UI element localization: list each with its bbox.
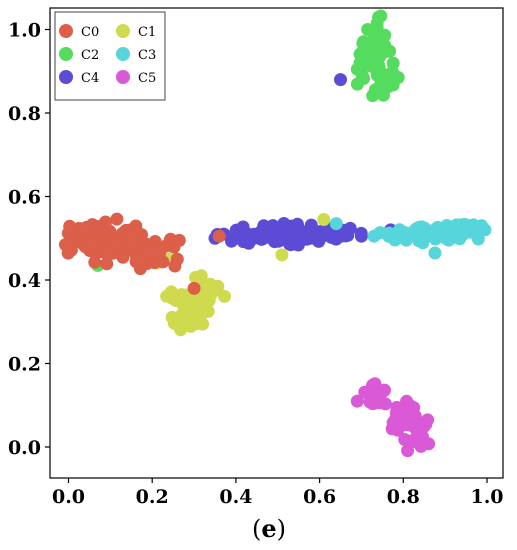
data-points bbox=[59, 9, 492, 458]
point-c4 bbox=[275, 225, 288, 239]
point-c2 bbox=[369, 62, 383, 76]
legend-marker-c1 bbox=[116, 24, 130, 38]
point-c0 bbox=[101, 223, 115, 237]
point-c3 bbox=[415, 220, 429, 234]
point-c1 bbox=[170, 292, 184, 306]
legend-label-c3: C3 bbox=[138, 48, 156, 63]
point-c1 bbox=[160, 289, 174, 303]
y-tick-label: 0.2 bbox=[8, 354, 41, 376]
point-c0 bbox=[116, 250, 130, 264]
plot-frame bbox=[49, 7, 504, 479]
point-c3 bbox=[403, 228, 417, 242]
point-c2 bbox=[357, 72, 371, 85]
point-c3 bbox=[441, 227, 455, 241]
figure-caption: (e) bbox=[252, 514, 286, 543]
x-tick-label: 1.0 bbox=[470, 486, 503, 508]
tick-labels: 0.0 0.2 0.4 0.6 0.8 1.0 0.0 0.2 0.4 0.6 0.8 1.0 bbox=[8, 20, 504, 509]
x-tick-label: 0.2 bbox=[136, 486, 169, 508]
point-c2 bbox=[380, 79, 394, 93]
legend-label-c2: C2 bbox=[81, 48, 99, 63]
point-c1 bbox=[167, 316, 181, 330]
point-c0 bbox=[148, 256, 161, 269]
point-c4 bbox=[334, 73, 347, 87]
point-c0 bbox=[187, 281, 201, 295]
caption-letter: e bbox=[261, 514, 276, 543]
y-tick-label: 1.0 bbox=[8, 20, 41, 42]
point-c3 bbox=[367, 229, 381, 243]
x-tick-label: 0.0 bbox=[52, 486, 85, 508]
x-tick-label: 0.6 bbox=[303, 486, 336, 508]
point-c5 bbox=[371, 388, 385, 402]
point-c0 bbox=[158, 239, 172, 253]
point-c1 bbox=[218, 289, 231, 303]
point-c0 bbox=[81, 223, 95, 237]
point-c2 bbox=[361, 23, 375, 36]
legend-label-c1: C1 bbox=[138, 25, 156, 40]
point-c3 bbox=[389, 229, 403, 243]
point-c5 bbox=[350, 394, 364, 408]
point-c1 bbox=[196, 306, 210, 320]
point-c2 bbox=[370, 27, 384, 41]
point-c4 bbox=[225, 234, 238, 248]
point-c3 bbox=[428, 246, 442, 260]
point-c0 bbox=[170, 252, 184, 266]
caption-open-paren: ( bbox=[252, 515, 261, 543]
point-c4 bbox=[261, 224, 275, 237]
point-c5 bbox=[388, 414, 401, 428]
y-tick-label: 0.0 bbox=[8, 437, 41, 459]
point-c3 bbox=[450, 218, 464, 232]
point-c1 bbox=[194, 269, 208, 283]
legend-marker-c2 bbox=[59, 47, 73, 61]
point-c2 bbox=[386, 56, 400, 70]
point-c2 bbox=[361, 46, 375, 59]
x-tick-label: 0.4 bbox=[219, 486, 252, 508]
point-c0 bbox=[88, 255, 102, 269]
point-c1 bbox=[206, 283, 220, 297]
legend-marker-c3 bbox=[116, 47, 130, 61]
point-c5 bbox=[405, 413, 419, 427]
point-c1 bbox=[317, 213, 331, 226]
legend-label-c0: C0 bbox=[81, 25, 99, 40]
legend-label-c4: C4 bbox=[81, 71, 99, 86]
point-c0 bbox=[110, 212, 124, 226]
point-c3 bbox=[478, 223, 492, 237]
point-c4 bbox=[249, 230, 263, 244]
point-c4 bbox=[307, 228, 321, 242]
point-c2 bbox=[368, 83, 382, 97]
legend-marker-c5 bbox=[116, 70, 130, 84]
axes bbox=[45, 7, 504, 483]
point-c2 bbox=[383, 44, 397, 58]
point-c3 bbox=[429, 224, 443, 238]
point-c4 bbox=[354, 229, 368, 243]
point-c1 bbox=[275, 248, 289, 262]
point-c0 bbox=[212, 229, 226, 243]
legend-marker-c4 bbox=[59, 70, 73, 84]
point-c2 bbox=[372, 10, 386, 24]
point-c0 bbox=[59, 238, 72, 252]
point-c0 bbox=[135, 252, 149, 266]
legend-box bbox=[54, 11, 166, 101]
caption-close-paren: ) bbox=[277, 515, 286, 543]
legend-marker-c0 bbox=[59, 24, 73, 38]
point-c5 bbox=[422, 437, 436, 451]
point-c1 bbox=[196, 317, 210, 331]
point-c4 bbox=[236, 220, 250, 234]
x-tick-label: 0.8 bbox=[387, 486, 420, 508]
point-c0 bbox=[104, 239, 118, 253]
point-c5 bbox=[417, 419, 431, 433]
y-tick-label: 0.8 bbox=[8, 103, 41, 125]
point-c3 bbox=[329, 217, 343, 231]
y-tick-label: 0.6 bbox=[8, 187, 41, 209]
y-tick-label: 0.4 bbox=[8, 270, 41, 292]
point-c0 bbox=[129, 237, 143, 250]
point-c2 bbox=[350, 62, 364, 76]
point-c0 bbox=[100, 257, 114, 271]
point-c1 bbox=[180, 301, 194, 315]
point-c0 bbox=[81, 237, 95, 251]
legend-label-c5: C5 bbox=[138, 71, 156, 86]
point-c4 bbox=[284, 231, 298, 245]
legend: C0 C1 C2 C3 C4 C5 bbox=[54, 11, 166, 101]
